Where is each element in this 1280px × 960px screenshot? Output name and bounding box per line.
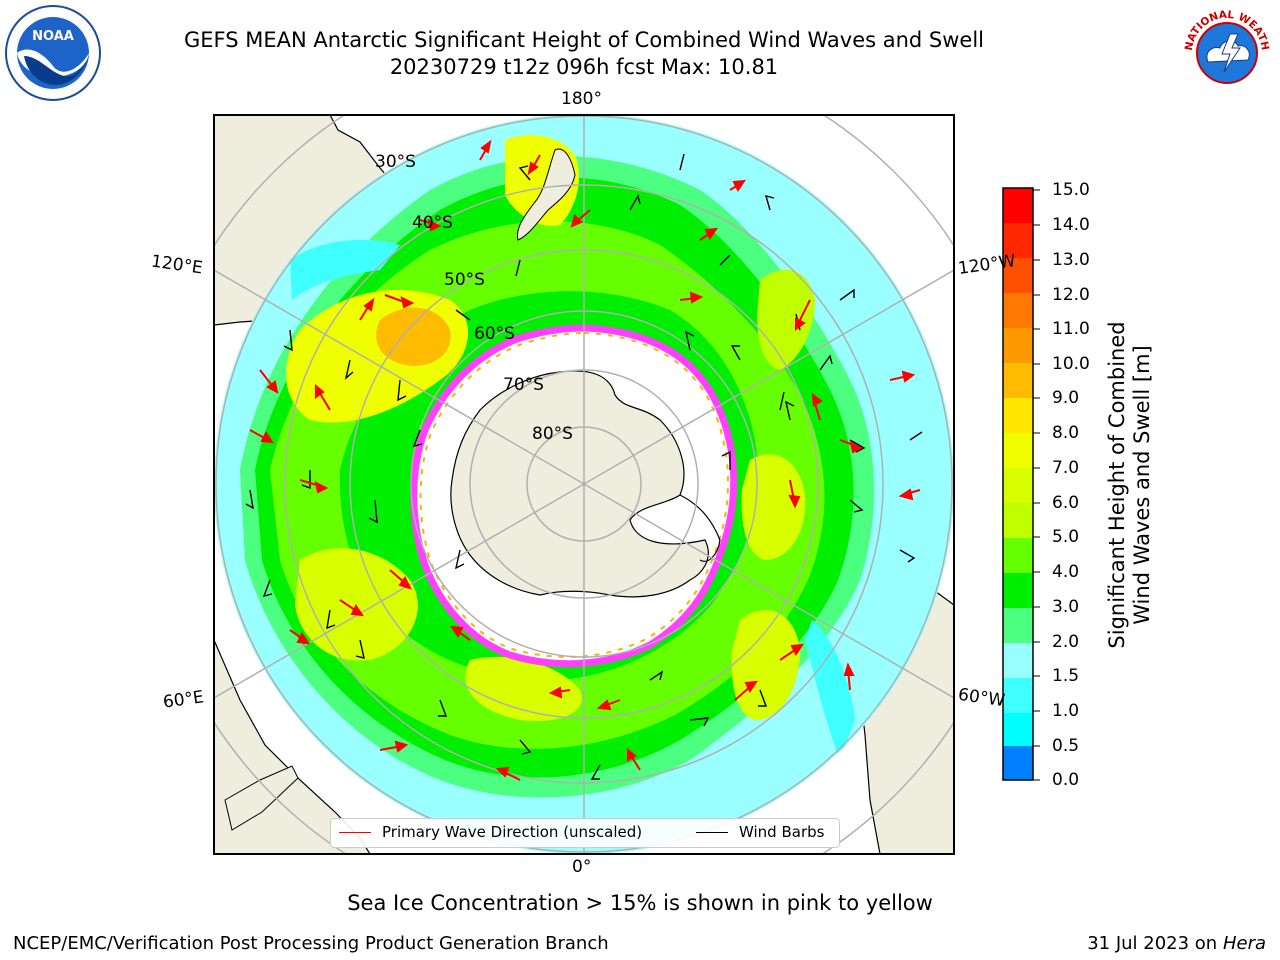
sea-ice-note: Sea Ice Concentration > 15% is shown in … (347, 891, 933, 915)
wave-direction-arrows (249, 139, 921, 781)
noaa-logo: NOAA (5, 5, 101, 101)
map-frame (213, 114, 955, 855)
madagascar-land (224, 765, 299, 831)
legend-wave-label: Primary Wave Direction (unscaled) (382, 823, 643, 841)
lat-label-40s: 40°S (412, 213, 453, 233)
lat-label-30s: 30°S (375, 152, 416, 172)
legend-wave-swatch (339, 832, 371, 833)
colorbar (1002, 187, 1040, 781)
legend-wind-label: Wind Barbs (739, 823, 825, 841)
new-zealand-land (516, 148, 576, 241)
lat-label-50s: 50°S (444, 270, 485, 290)
lon-label-0: 0° (572, 857, 592, 877)
lon-label-180: 180° (561, 89, 602, 109)
footer-date: 31 Jul 2023 on Hera (1087, 933, 1266, 954)
svg-text:NOAA: NOAA (32, 29, 74, 44)
lat-label-70s: 70°S (503, 375, 544, 395)
footer-credit: NCEP/EMC/Verification Post Processing Pr… (13, 933, 609, 954)
lat-label-80s: 80°S (532, 424, 573, 444)
wind-barbs (245, 153, 923, 780)
legend-wind-swatch (696, 832, 728, 833)
chart-subtitle: 20230729 t12z 096h fcst Max: 10.81 (389, 55, 779, 79)
lat-label-60s: 60°S (474, 324, 515, 344)
map-legend: Primary Wave Direction (unscaled) Wind B… (330, 818, 840, 848)
nws-logo: NATIONAL WEATHER SERVICE (1178, 4, 1274, 100)
graticule (214, 115, 954, 854)
chart-title: GEFS MEAN Antarctic Significant Height o… (183, 28, 985, 52)
antarctica-land (450, 370, 709, 598)
